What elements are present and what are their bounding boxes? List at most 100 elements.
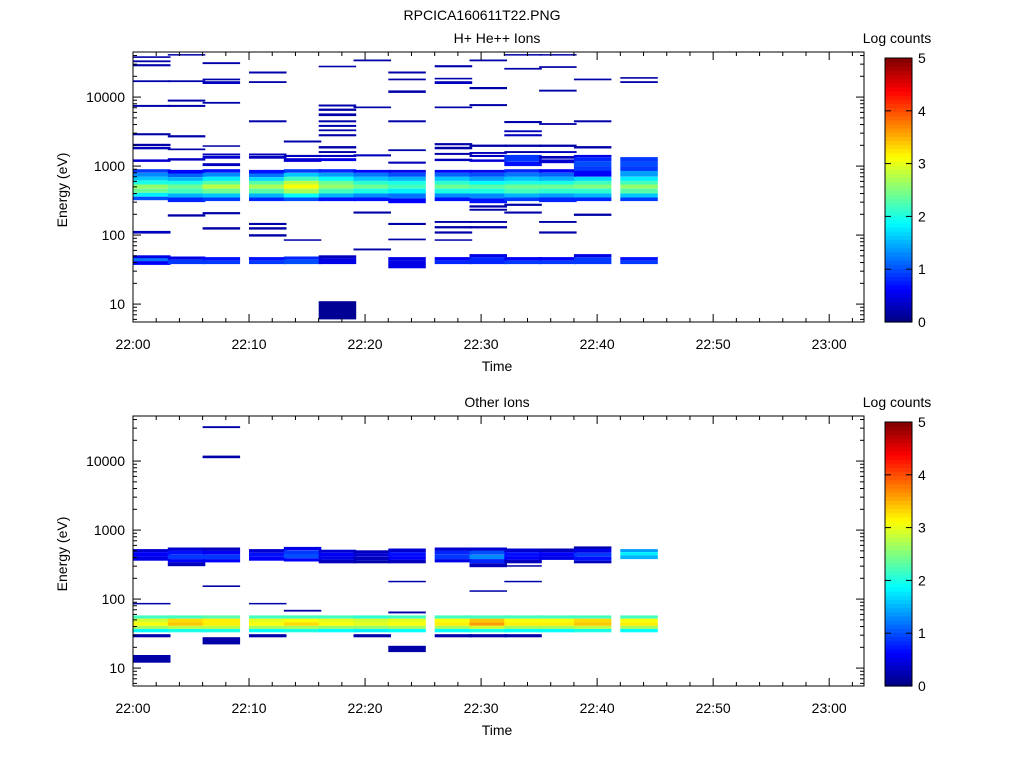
heatmap-cell — [388, 78, 426, 81]
heatmap-cell — [167, 193, 206, 198]
colorbar: 0 1 2 3 4 5 — [884, 414, 926, 694]
heatmap-cell — [434, 634, 473, 638]
heatmap-cell — [620, 622, 658, 626]
heatmap-cell — [434, 77, 473, 80]
heatmap-cell — [539, 193, 577, 198]
heatmap-cell — [283, 622, 322, 626]
heatmap-cell — [249, 618, 287, 623]
colorbar-swatch — [885, 260, 912, 265]
heatmap-cell — [167, 562, 206, 567]
heatmap-cell — [573, 193, 612, 198]
heatmap-cell — [620, 157, 658, 162]
heatmap-cell — [504, 565, 542, 567]
colorbar-swatch — [885, 66, 912, 71]
heatmap-cell — [388, 188, 426, 194]
heatmap-cell — [202, 184, 241, 189]
colorbar-swatch — [885, 492, 912, 497]
heatmap-cell — [504, 197, 542, 202]
heatmap-cell — [469, 198, 507, 204]
heatmap-cell — [353, 176, 391, 181]
heatmap-cell — [620, 161, 658, 167]
colorbar-swatch — [885, 595, 912, 600]
heatmap-cell — [620, 555, 658, 560]
heatmap-cell — [469, 590, 507, 592]
heatmap-cell — [202, 78, 241, 81]
heatmap-cell — [202, 257, 241, 261]
heatmap-cell — [388, 552, 426, 557]
heatmap-cell — [388, 193, 426, 199]
colorbar-tick-label: 5 — [918, 50, 926, 66]
heatmap-cell — [249, 615, 287, 619]
heatmap-cell — [283, 197, 322, 202]
colorbar-swatch — [885, 537, 912, 543]
heatmap-cell — [573, 615, 612, 619]
heatmap-cell — [318, 154, 357, 157]
heatmap-cell — [318, 618, 357, 623]
heatmap-cell — [434, 152, 473, 155]
heatmap-cell — [318, 559, 357, 564]
colorbar-swatch — [885, 442, 912, 448]
colorbar-swatch — [885, 173, 912, 179]
colorbar-swatch — [885, 70, 912, 76]
heatmap-cell — [388, 198, 426, 204]
heatmap-cell — [167, 615, 206, 619]
heatmap-cell — [353, 184, 391, 189]
heatmap-cell — [133, 230, 171, 234]
heatmap-cell — [249, 71, 287, 74]
y-tick-label: 10000 — [86, 453, 125, 469]
heatmap-cell — [318, 108, 357, 111]
colorbar-swatch — [885, 305, 912, 311]
colorbar-swatch — [885, 297, 912, 302]
panel-title: H+ He++ Ions — [454, 30, 541, 46]
colorbar-swatch — [885, 648, 912, 654]
heatmap-cell — [388, 580, 426, 583]
colorbar-swatch — [885, 264, 912, 269]
y-tick-label: 10 — [109, 660, 125, 676]
heatmap-cell — [283, 140, 322, 143]
x-tick-label: 22:20 — [348, 336, 383, 352]
heatmap-cell — [434, 260, 473, 265]
heatmap-cell — [469, 176, 507, 181]
heatmap-cell — [434, 618, 473, 623]
colorbar-swatch — [885, 62, 912, 67]
heatmap-cell — [469, 159, 507, 162]
heatmap-cell — [353, 556, 391, 561]
colorbar-swatch — [885, 450, 912, 456]
y-tick-label: 1000 — [94, 158, 125, 174]
colorbar-swatch — [885, 210, 912, 216]
heatmap-cell — [353, 553, 391, 557]
heatmap-cell — [353, 169, 391, 173]
colorbar-swatch — [885, 181, 912, 187]
heatmap-cell — [573, 560, 612, 564]
heatmap-cell — [133, 556, 171, 561]
colorbar-swatch — [885, 256, 912, 261]
colorbar-swatch — [885, 86, 912, 92]
colorbar-swatch — [885, 128, 912, 133]
heatmap-cell — [167, 628, 206, 633]
heatmap-cell — [353, 248, 391, 251]
heatmap-cell — [539, 622, 577, 626]
heatmap-cell — [318, 146, 357, 149]
heatmap-cell — [434, 176, 473, 181]
colorbar-swatch — [885, 132, 912, 137]
heatmap-cell — [573, 146, 612, 149]
colorbar-swatch — [885, 500, 912, 506]
heatmap-cell — [133, 188, 171, 193]
heatmap-cell — [573, 548, 612, 553]
heatmap-cell — [133, 622, 171, 626]
colorbar-swatch — [885, 434, 912, 440]
x-tick-label: 22:40 — [580, 700, 615, 716]
colorbar-swatch — [885, 673, 912, 679]
x-tick-label: 22:30 — [464, 336, 499, 352]
heatmap-cell — [133, 180, 171, 185]
heatmap-cell — [539, 180, 577, 185]
colorbar-swatch — [885, 479, 912, 485]
colorbar-swatch — [885, 107, 912, 113]
heatmap-cell — [167, 99, 206, 102]
heatmap-cell — [539, 54, 577, 56]
heatmap-cell — [133, 60, 171, 63]
heatmap-cell — [318, 104, 357, 107]
heatmap-cell — [283, 615, 322, 619]
